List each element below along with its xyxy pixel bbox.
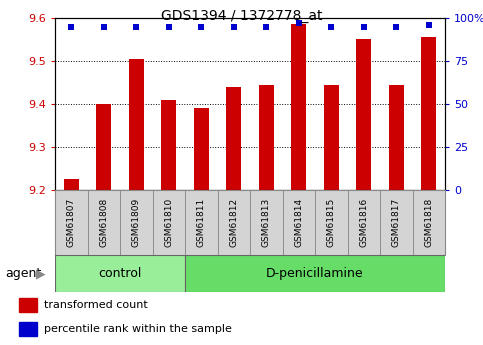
Bar [380,190,412,255]
Bar [153,190,185,255]
Bar [161,100,176,190]
Bar [259,85,273,190]
Text: GSM61813: GSM61813 [262,198,271,247]
Text: GSM61811: GSM61811 [197,198,206,247]
Text: GSM61810: GSM61810 [164,198,173,247]
Point [165,24,172,29]
Text: GSM61808: GSM61808 [99,198,108,247]
Bar [97,104,111,190]
Point [327,24,335,29]
Point [132,24,140,29]
Bar [55,255,185,292]
Bar [129,59,143,190]
Point [425,22,433,28]
Bar [324,85,339,190]
Bar [194,108,209,190]
Text: control: control [99,267,142,280]
Point [392,24,400,29]
Text: D-penicillamine: D-penicillamine [266,267,364,280]
Bar [217,190,250,255]
Text: agent: agent [5,267,41,280]
Point [295,20,303,26]
Bar [347,190,380,255]
Bar [120,190,153,255]
Bar [250,190,283,255]
Text: GSM61815: GSM61815 [327,198,336,247]
Bar [315,190,347,255]
Bar [55,190,87,255]
Text: GSM61817: GSM61817 [392,198,401,247]
Bar [19,298,37,312]
Text: GSM61818: GSM61818 [424,198,433,247]
Bar [64,179,79,190]
Text: GDS1394 / 1372778_at: GDS1394 / 1372778_at [161,9,322,23]
Text: ▶: ▶ [36,267,46,280]
Bar [87,190,120,255]
Text: percentile rank within the sample: percentile rank within the sample [44,324,232,334]
Point [360,24,368,29]
Point [68,24,75,29]
Text: GSM61814: GSM61814 [294,198,303,247]
Bar [19,322,37,336]
Bar [389,85,404,190]
Text: GSM61816: GSM61816 [359,198,368,247]
Point [198,24,205,29]
Bar [356,39,371,190]
Bar [422,37,436,190]
Text: GSM61809: GSM61809 [132,198,141,247]
Bar [185,255,445,292]
Bar [185,190,217,255]
Point [262,24,270,29]
Point [230,24,238,29]
Point [100,24,108,29]
Text: GSM61807: GSM61807 [67,198,76,247]
Bar [283,190,315,255]
Bar [412,190,445,255]
Bar [291,24,306,190]
Text: transformed count: transformed count [44,300,148,310]
Text: GSM61812: GSM61812 [229,198,238,247]
Bar [227,87,241,190]
